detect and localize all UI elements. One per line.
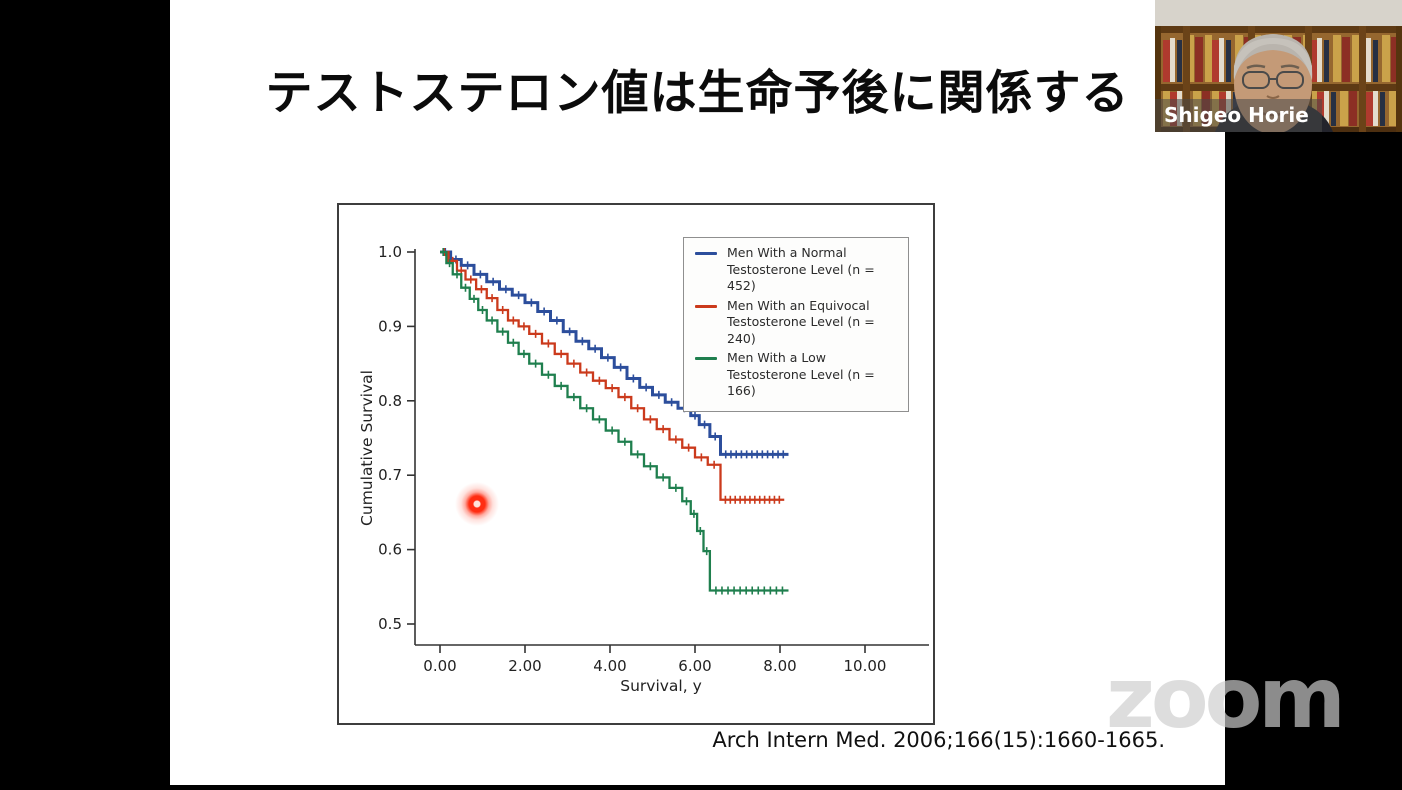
y-tick-label: 0.9	[378, 317, 402, 335]
citation-text: Arch Intern Med. 2006;166(15):1660-1665.	[712, 728, 1165, 752]
legend-label: Men With a Normal	[727, 245, 847, 260]
km-chart-figure: 1.0 0.9 0.8 0.7 0.6 0.5 0.00 2.00 4.00 6.00 8.00 10…	[337, 203, 935, 725]
y-axis-label: Cumulative Survival	[358, 370, 376, 526]
y-tick-label: 0.8	[378, 392, 402, 410]
y-tick-label: 0.5	[378, 615, 402, 633]
legend-label: Men With an Equivocal	[727, 297, 870, 313]
censor-marks-2	[442, 248, 784, 595]
legend-item-normal: Men With a Normal Testosterone Level (n …	[695, 245, 900, 295]
legend-label: Testosterone Level (n = 166)	[727, 366, 875, 399]
legend-label: Men With a Low	[727, 350, 826, 365]
legend-line-swatch-low	[695, 357, 717, 360]
y-tick-label: 0.7	[378, 466, 402, 484]
webcam-tile[interactable]: Shigeo Horie	[1155, 0, 1402, 132]
legend-item-equivocal: Men With an Equivocal Testosterone Level…	[695, 298, 900, 348]
legend-item-low: Men With a Low Testosterone Level (n = 1…	[695, 350, 900, 400]
wall-background	[1155, 0, 1402, 26]
x-tick-label: 0.00	[423, 657, 456, 675]
km-survival-chart: 1.0 0.9 0.8 0.7 0.6 0.5 0.00 2.00 4.00 6.00 8.00 10…	[358, 243, 929, 695]
presentation-slide: テストステロン値は生命予後に関係する 1.0 0.9 0.8 0.7 0.6 0.5 0.0…	[170, 0, 1225, 785]
y-tick-label: 1.0	[378, 243, 402, 261]
legend-label: Testosterone Level (n = 452)	[727, 261, 875, 294]
axes: 1.0 0.9 0.8 0.7 0.6 0.5 0.00 2.00 4.00 6.00 8.00 10…	[378, 243, 929, 675]
participant-nametag: Shigeo Horie	[1155, 99, 1322, 132]
slide-title: テストステロン値は生命予後に関係する	[265, 66, 1130, 121]
x-tick-label: 8.00	[763, 657, 796, 675]
legend-label: Testosterone Level (n = 240)	[727, 314, 875, 346]
laser-pointer-dot	[454, 481, 500, 527]
x-axis-label: Survival, y	[620, 677, 702, 695]
x-tick-label: 10.00	[844, 657, 887, 675]
zoom-watermark: zoom	[1106, 649, 1346, 747]
x-tick-label: 2.00	[508, 657, 541, 675]
x-tick-label: 4.00	[593, 657, 626, 675]
y-tick-label: 0.6	[378, 541, 402, 559]
glasses-icon	[1242, 71, 1304, 89]
chart-legend: Men With a Normal Testosterone Level (n …	[683, 237, 909, 412]
legend-line-swatch-equivocal	[695, 304, 717, 308]
x-tick-label: 6.00	[678, 657, 711, 675]
legend-line-swatch-normal	[695, 252, 717, 255]
